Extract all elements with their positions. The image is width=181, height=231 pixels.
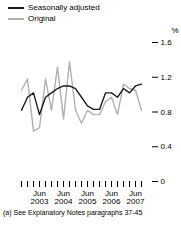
svg-text:Jun2006: Jun2006 <box>103 189 121 206</box>
svg-text:Jun2003: Jun2003 <box>31 189 49 206</box>
html-text:Original: Original <box>28 14 56 23</box>
svg-text:0: 0 <box>161 177 166 186</box>
svg-text:1.6: 1.6 <box>161 38 173 47</box>
svg-text:Jun2004: Jun2004 <box>55 189 73 206</box>
svg-text:Jun2007: Jun2007 <box>127 189 145 206</box>
svg-text:0.4: 0.4 <box>161 142 173 151</box>
svg-text:%: % <box>171 26 178 35</box>
svg-text:Jun2005: Jun2005 <box>79 189 97 206</box>
html-text:(a) See Explanatory Notes para: (a) See Explanatory Notes paragraphs 37-… <box>3 209 143 216</box>
svg-text:0.8: 0.8 <box>161 108 173 117</box>
svg-text:1.2: 1.2 <box>161 73 173 82</box>
html-text:Seasonally adjusted: Seasonally adjusted <box>28 3 100 12</box>
